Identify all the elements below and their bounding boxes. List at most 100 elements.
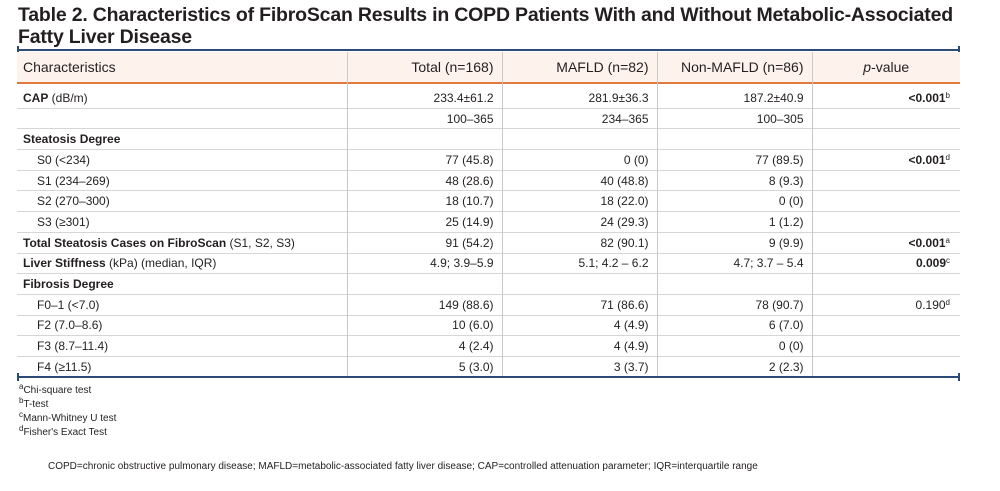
footnote-mark: d — [19, 424, 24, 433]
cell-non-mafld: 6 (7.0) — [656, 314, 812, 336]
bottom-tick-left — [17, 373, 19, 381]
abbreviations: COPD=chronic obstructive pulmonary disea… — [48, 461, 758, 472]
cell-p-value — [811, 211, 960, 233]
cell-mafld — [501, 273, 657, 295]
cell-characteristic: Steatosis Degree — [17, 128, 347, 150]
bottom-rule — [17, 376, 960, 378]
cell-mafld: 82 (90.1) — [501, 231, 657, 253]
cell-characteristic — [17, 107, 347, 129]
row-label: S3 (≥301) — [37, 214, 90, 229]
p-value-suffix: -value — [871, 59, 910, 75]
rule-tick-left — [17, 46, 19, 54]
cell-p-value — [811, 107, 960, 129]
table-row: S3 (≥301) 25 (14.9) 24 (29.3) 1 (1.2) — [17, 211, 960, 233]
footnote-mark: a — [19, 382, 24, 391]
cell-mafld — [501, 128, 657, 150]
cell-non-mafld: 0 (0) — [656, 190, 812, 212]
cell-mafld: 71 (86.6) — [501, 293, 657, 316]
p-value-footnote-mark: b — [945, 90, 950, 100]
p-value-footnote-mark: c — [946, 256, 950, 266]
cell-non-mafld: 8 (9.3) — [656, 169, 812, 191]
cell-p-value: <0.001b — [811, 88, 960, 109]
col-header-mafld: MAFLD (n=82) — [501, 52, 657, 82]
p-italic: p — [863, 59, 872, 75]
cell-p-value — [811, 314, 960, 336]
cell-p-value: 0.190d — [811, 293, 960, 316]
table-title: Table 2. Characteristics of FibroScan Re… — [18, 4, 953, 48]
cell-non-mafld: 1 (1.2) — [656, 211, 812, 233]
table-row: S2 (270–300) 18 (10.7) 18 (22.0) 0 (0) — [17, 190, 960, 212]
table-row: Steatosis Degree — [17, 128, 960, 150]
cell-characteristic: F3 (8.7–11.4) — [17, 335, 347, 357]
cell-characteristic: F0–1 (<7.0) — [17, 293, 347, 316]
cell-p-value — [811, 355, 960, 377]
cell-p-value — [811, 335, 960, 357]
rule-tick-right — [958, 46, 960, 54]
cell-non-mafld: 100–305 — [656, 107, 812, 129]
cell-characteristic: Fibrosis Degree — [17, 273, 347, 295]
cell-total: 149 (88.6) — [346, 293, 502, 316]
row-label: Steatosis Degree — [23, 132, 121, 147]
cell-total: 91 (54.2) — [346, 231, 502, 253]
cell-mafld: 4 (4.9) — [501, 335, 657, 357]
table-row: Liver Stiffness (kPa) (median, IQR) 4.9; … — [17, 252, 960, 274]
table-row: F0–1 (<7.0) 149 (88.6) 71 (86.6) 78 (90.7) 0… — [17, 293, 960, 316]
footnote-text: Chi-square test — [23, 385, 92, 396]
cell-total: 48 (28.6) — [346, 169, 502, 191]
table-row: F3 (8.7–11.4) 4 (2.4) 4 (4.9) 0 (0) — [17, 335, 960, 357]
cell-mafld: 4 (4.9) — [501, 314, 657, 336]
footnote: cMann-Whitney U test — [19, 411, 117, 426]
row-label: S1 (234–269) — [37, 173, 110, 188]
p-value-footnote-mark: d — [945, 297, 950, 307]
cell-characteristic: F2 (7.0–8.6) — [17, 314, 347, 336]
col-header-characteristics: Characteristics — [23, 59, 116, 75]
cell-p-value — [811, 273, 960, 295]
p-value-text: 0.190 — [915, 297, 946, 312]
cell-non-mafld: 77 (89.5) — [656, 149, 812, 171]
footnote: aChi-square test — [19, 382, 116, 398]
cell-total: 100–365 — [346, 107, 502, 129]
table-row: S0 (<234) 77 (45.8) 0 (0) 77 (89.5) <0.001d — [17, 149, 960, 171]
cell-characteristic: S0 (<234) — [17, 149, 347, 171]
cell-total: 4.9; 3.9–5.9 — [346, 252, 502, 274]
spacer-row — [17, 82, 960, 88]
row-label: Fibrosis Degree — [23, 277, 114, 292]
cell-total: 4 (2.4) — [346, 335, 502, 357]
footnotes: aChi-square test bT-test cMann-Whitney U t… — [19, 382, 117, 440]
cell-non-mafld: 78 (90.7) — [656, 293, 812, 316]
cell-characteristic: S2 (270–300) — [17, 190, 347, 212]
footnote-text: T-test — [23, 399, 49, 410]
cell-p-value: <0.001a — [811, 231, 960, 253]
cell-non-mafld: 0 (0) — [656, 335, 812, 357]
top-rule — [17, 49, 960, 51]
footnote: bT-test — [19, 397, 116, 412]
cell-total: 5 (3.0) — [346, 355, 502, 377]
table-body: CAP (dB/m) 233.4±61.2 281.9±36.3 187.2±40.9… — [17, 82, 960, 377]
table-row: Total Steatosis Cases on FibroScan (S1, … — [17, 231, 960, 253]
cell-p-value — [811, 190, 960, 212]
p-value-text: <0.001 — [908, 235, 946, 250]
cell-total — [346, 273, 502, 295]
header-row: Characteristics Total (n=168) MAFLD (n=8… — [17, 52, 960, 82]
cell-non-mafld: 2 (2.3) — [656, 355, 812, 377]
row-label: CAP — [23, 90, 49, 105]
row-label: Total Steatosis Cases on FibroScan — [23, 235, 227, 250]
cell-mafld: 234–365 — [501, 107, 657, 129]
row-label-unit: (kPa) (median, IQR) — [105, 256, 217, 271]
cell-p-value — [811, 169, 960, 191]
footnote-text: Mann-Whitney U test — [23, 413, 117, 424]
cell-total: 18 (10.7) — [346, 190, 502, 212]
table-row: F2 (7.0–8.6) 10 (6.0) 4 (4.9) 6 (7.0) — [17, 314, 960, 336]
cell-non-mafld: 9 (9.9) — [656, 231, 812, 253]
cell-total: 25 (14.9) — [346, 211, 502, 233]
cell-characteristic: Liver Stiffness (kPa) (median, IQR) — [17, 252, 347, 274]
p-value-text: <0.001 — [908, 152, 946, 167]
cell-mafld: 281.9±36.3 — [501, 88, 657, 109]
p-value-footnote-mark: a — [945, 235, 950, 245]
row-label: Liver Stiffness — [23, 256, 106, 271]
cell-characteristic: S3 (≥301) — [17, 211, 347, 233]
cell-characteristic: F4 (≥11.5) — [17, 355, 347, 377]
col-header-non-mafld: Non-MAFLD (n=86) — [656, 52, 812, 82]
cell-characteristic: S1 (234–269) — [17, 169, 347, 191]
row-label-unit: (S1, S2, S3) — [226, 235, 295, 250]
